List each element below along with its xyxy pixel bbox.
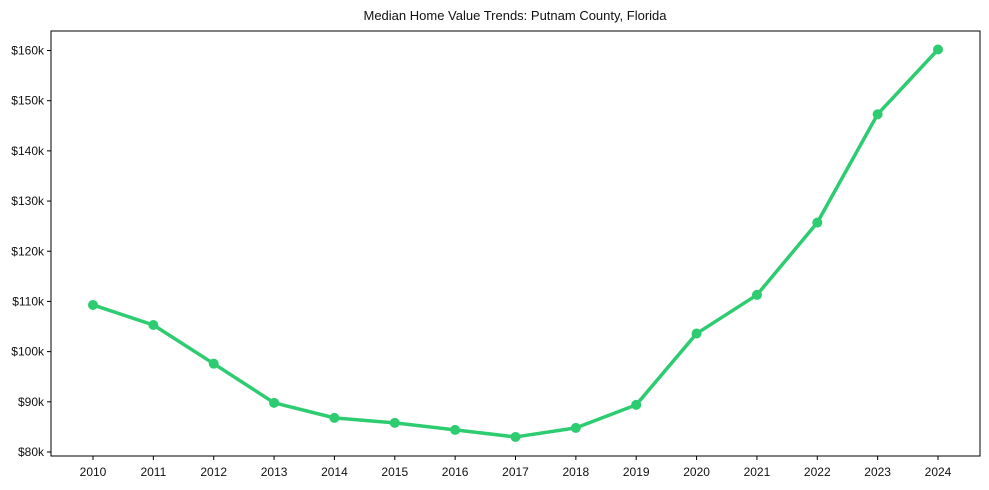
data-point xyxy=(691,328,702,339)
x-tick-label: 2012 xyxy=(200,465,227,479)
series-line xyxy=(91,47,940,439)
data-series xyxy=(88,44,943,442)
x-tick-label: 2017 xyxy=(502,465,529,479)
y-tick-label: $90k xyxy=(18,395,45,409)
y-axis: $80k $90k $100k $110k $120k $130k $140k $150k $1… xyxy=(11,44,51,459)
x-tick-label: 2013 xyxy=(261,465,288,479)
x-tick-label: 2014 xyxy=(321,465,348,479)
y-tick-label: $100k xyxy=(11,345,45,359)
data-point xyxy=(933,44,943,55)
y-tick-label: $160k xyxy=(11,44,45,58)
data-point xyxy=(148,320,159,331)
x-tick-label: 2015 xyxy=(381,465,408,479)
data-point xyxy=(329,412,340,423)
data-point xyxy=(631,399,642,410)
plot-area xyxy=(50,30,981,457)
y-tick-label: $150k xyxy=(11,94,45,108)
x-tick-label: 2011 xyxy=(140,465,166,479)
x-axis: 2010 2011 2012 2013 2014 2015 2016 2017 2018 2019… xyxy=(80,456,952,479)
data-point xyxy=(812,217,823,228)
y-tick-label: $140k xyxy=(11,144,45,158)
data-point xyxy=(208,358,219,369)
data-point xyxy=(751,289,762,300)
data-point xyxy=(389,417,400,428)
x-tick-label: 2022 xyxy=(804,465,831,479)
y-tick-label: $110k xyxy=(12,294,45,308)
y-tick-label: $120k xyxy=(11,244,45,258)
x-tick-label: 2023 xyxy=(864,465,891,479)
data-point xyxy=(570,422,581,433)
data-point xyxy=(88,299,98,310)
data-point xyxy=(872,109,883,120)
data-point xyxy=(450,424,461,435)
y-tick-label: $80k xyxy=(18,445,45,459)
x-tick-label: 2021 xyxy=(744,465,771,479)
y-tick-label: $130k xyxy=(11,194,45,208)
x-tick-label: 2019 xyxy=(623,465,650,479)
x-tick-label: 2010 xyxy=(80,465,107,479)
x-tick-label: 2024 xyxy=(925,465,952,479)
chart-title: Median Home Value Trends: Putnam County,… xyxy=(364,8,668,23)
x-tick-label: 2016 xyxy=(442,465,469,479)
data-point xyxy=(510,431,521,442)
x-tick-label: 2018 xyxy=(563,465,590,479)
x-tick-label: 2020 xyxy=(683,465,710,479)
data-point xyxy=(269,397,280,408)
